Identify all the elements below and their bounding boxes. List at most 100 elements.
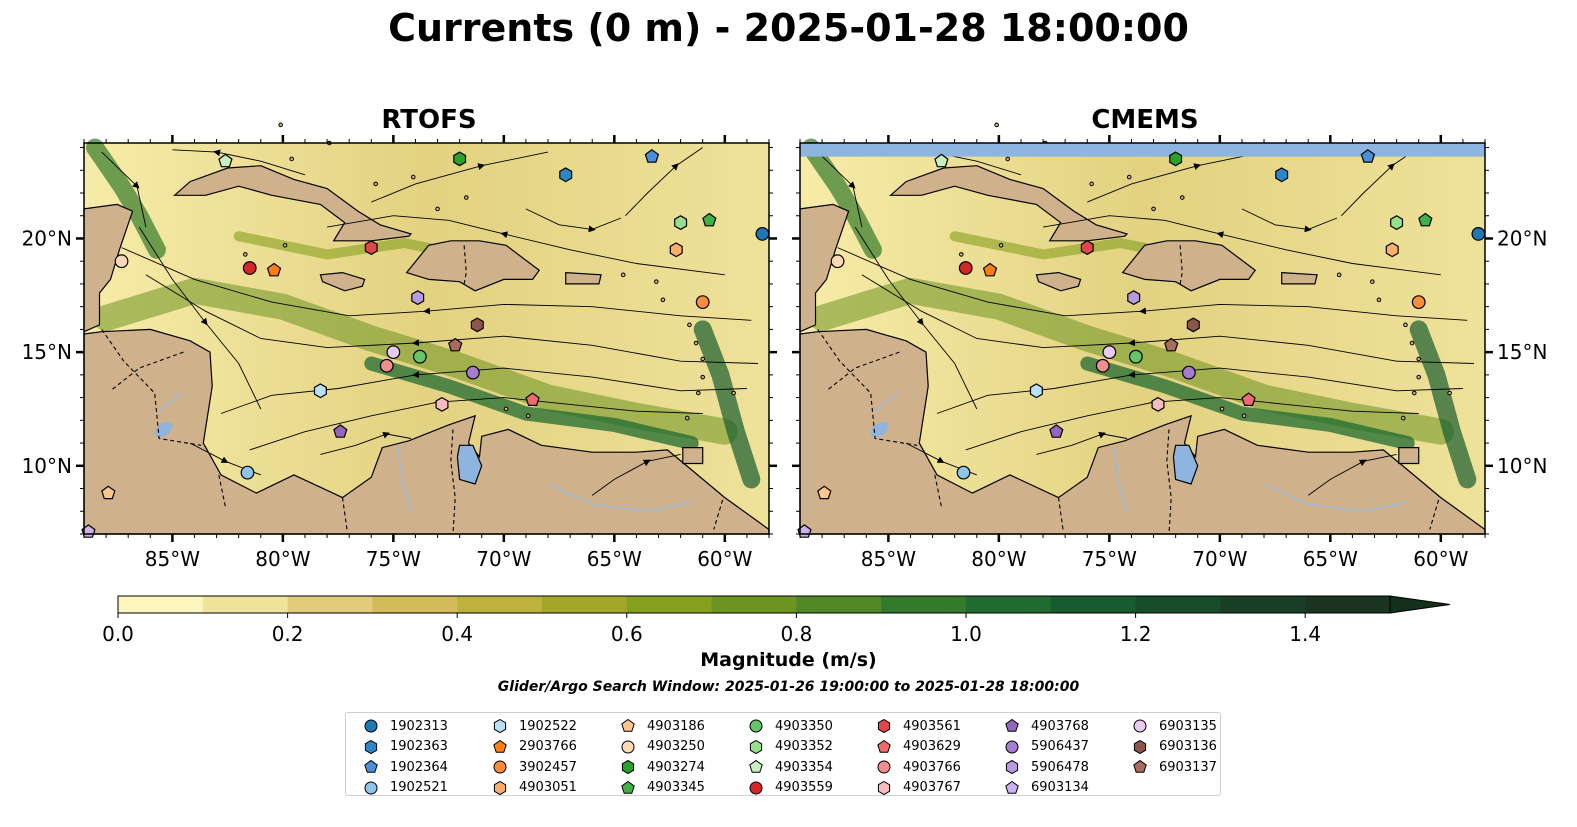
- float-marker-5906478: [1127, 290, 1141, 306]
- float-marker-4903768: [1049, 424, 1064, 438]
- lon-tick-label: 80°W: [255, 547, 310, 571]
- legend-label: 1902363: [390, 739, 448, 755]
- legend-marker-icon: [877, 719, 891, 734]
- legend-column: 4903768 5906437 5906478 6903134: [1001, 716, 1089, 798]
- search-window-text: Glider/Argo Search Window: 2025-01-26 19…: [497, 679, 1080, 695]
- legend-marker-icon: [1133, 760, 1147, 774]
- legend-label: 6903135: [1159, 718, 1217, 734]
- legend-marker-icon: [877, 780, 891, 795]
- map-panel-rtofs: 85°W 80°W 75°W 70°W 65°W 60°W 10°N 15°N 20°N: [22, 122, 777, 571]
- lon-tick-label: 60°W: [697, 547, 752, 571]
- colorbar-tick-label: 0.0: [102, 622, 134, 646]
- legend-marker-icon: [621, 719, 635, 733]
- legend-marker-icon: [364, 739, 378, 754]
- small-island: [693, 340, 699, 346]
- float-marker-6903137: [1164, 337, 1179, 352]
- legend-label: 4903352: [775, 739, 833, 755]
- lake-maracaibo: [456, 444, 483, 485]
- river: [547, 483, 692, 513]
- small-island: [1089, 181, 1094, 187]
- country-border: [1166, 429, 1172, 535]
- legend-item: 4903352: [745, 737, 833, 758]
- float-marker-3902457: [1411, 295, 1426, 310]
- small-island: [1005, 156, 1011, 162]
- colorbar-tick-label: 0.2: [272, 622, 304, 646]
- legend-marker-icon: [364, 760, 378, 774]
- streamline: [591, 453, 681, 496]
- colorbar-frame: [117, 595, 1391, 614]
- float-marker-1902364: [1360, 149, 1376, 163]
- float-marker-4903345: [1418, 212, 1433, 227]
- float-marker-1902521: [240, 465, 255, 480]
- small-island: [463, 195, 469, 200]
- float-marker-1902363: [559, 167, 573, 183]
- small-island: [654, 279, 659, 284]
- small-island: [687, 322, 692, 328]
- small-island: [1447, 390, 1452, 396]
- landmass-trinidad: [682, 447, 704, 465]
- current-jet-band: [1080, 356, 1415, 451]
- legend-label: 4903354: [775, 759, 833, 775]
- legend-label: 4903629: [903, 739, 961, 755]
- colorbar-segment: [542, 596, 628, 613]
- country-border: [817, 329, 918, 446]
- small-island: [1336, 272, 1342, 278]
- legend-item: 1902313: [360, 716, 448, 737]
- float-marker-4903561: [364, 240, 378, 256]
- legend-label: 4903768: [1031, 718, 1089, 734]
- map-panel-cmems: 85°W 80°W 75°W 70°W 65°W 60°W 10°N 15°N 20°N: [792, 122, 1547, 571]
- small-island: [1400, 415, 1406, 421]
- current-jet-band: [802, 138, 882, 259]
- country-border: [1057, 497, 1064, 530]
- legend-marker-icon: [621, 760, 635, 775]
- legend-item: 4903768: [1001, 716, 1089, 737]
- current-jet-band: [364, 356, 699, 451]
- legend-label: 1902364: [390, 759, 448, 775]
- small-island: [1126, 174, 1132, 180]
- legend-label: 4903186: [647, 718, 705, 734]
- float-marker-4903766: [1095, 358, 1110, 373]
- small-island: [1151, 206, 1156, 212]
- legend-marker-icon: [1005, 719, 1019, 733]
- colorbar-extend-arrow: [1389, 595, 1451, 614]
- float-marker-4903561: [1080, 240, 1094, 256]
- legend-item: 4903345: [617, 778, 705, 799]
- legend-item: 2903766: [489, 737, 577, 758]
- legend-marker-icon: [621, 740, 635, 754]
- streamline: [249, 397, 703, 451]
- legend-marker-icon: [1133, 719, 1147, 733]
- figure-title: Currents (0 m) - 2025-01-28 18:00:00: [388, 6, 1189, 50]
- float-marker-6903137: [448, 337, 463, 352]
- colorbar: 0.0 0.2 0.4 0.6 0.8 1.0 1.2 1.4: [102, 595, 1451, 646]
- small-island: [660, 297, 666, 303]
- legend-label: 4903766: [903, 759, 961, 775]
- float-marker-4903767: [435, 396, 449, 412]
- legend-marker-icon: [749, 760, 763, 774]
- colorbar-segment: [202, 596, 289, 613]
- streamline: [172, 149, 306, 176]
- legend-item: 5906437: [1001, 737, 1089, 758]
- float-marker-4903354: [218, 153, 233, 168]
- legend-label: 4903345: [647, 780, 705, 796]
- lon-tick-label: 65°W: [1303, 547, 1358, 571]
- landmass-hispaniola: [1121, 240, 1257, 292]
- float-marker-2903766: [266, 262, 282, 277]
- legend-item: 4903250: [617, 737, 705, 758]
- legend-item: 6903137: [1129, 757, 1217, 778]
- small-island: [959, 252, 964, 257]
- streamline: [1036, 433, 1128, 455]
- colorbar-segment: [457, 596, 543, 613]
- lon-tick-label: 80°W: [971, 547, 1026, 571]
- small-island: [700, 356, 706, 362]
- legend-label: 4903767: [903, 780, 961, 796]
- landmass-yucatan: [799, 203, 850, 333]
- float-marker-5906478: [411, 290, 425, 306]
- float-marker-5906437: [1182, 365, 1196, 380]
- lat-tick-label: 10°N: [22, 454, 72, 478]
- legend-marker-icon: [493, 780, 507, 795]
- float-marker-4903345: [702, 212, 717, 227]
- lat-tick-label: 20°N: [1497, 226, 1547, 250]
- lon-tick-label: 85°W: [861, 547, 916, 571]
- landmass-centralSouth: [799, 328, 1486, 535]
